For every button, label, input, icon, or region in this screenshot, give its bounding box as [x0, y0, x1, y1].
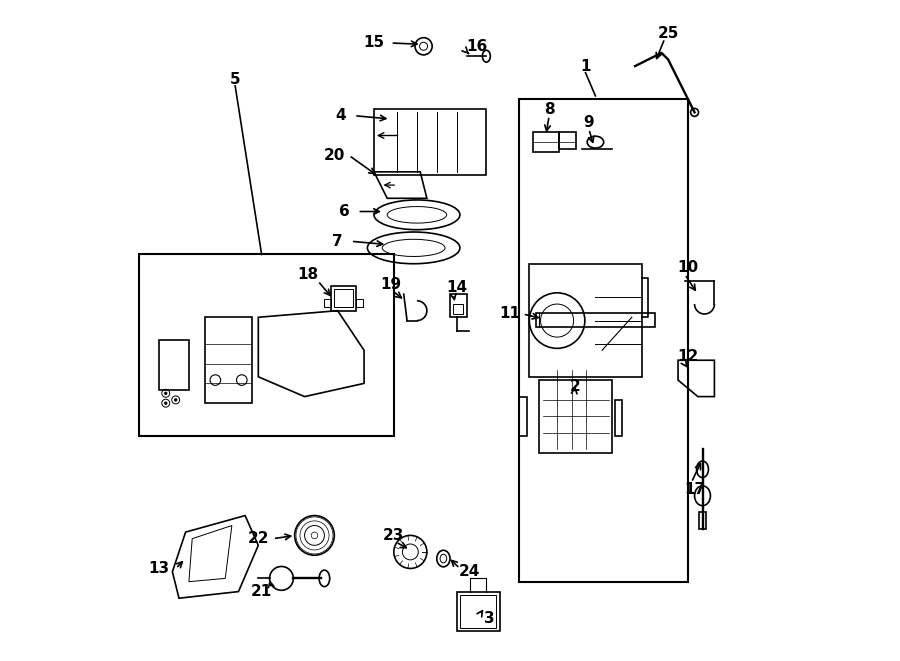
Text: 5: 5: [230, 72, 240, 87]
Bar: [324, 299, 331, 307]
Text: 22: 22: [248, 531, 269, 546]
Bar: [159, 340, 189, 390]
Text: 7: 7: [332, 234, 343, 249]
Text: 14: 14: [446, 280, 467, 295]
Text: 6: 6: [339, 204, 349, 219]
Circle shape: [175, 399, 177, 401]
Bar: [205, 317, 252, 403]
Bar: [529, 264, 642, 377]
Bar: [536, 313, 655, 327]
Text: 1: 1: [580, 59, 590, 73]
Bar: [519, 99, 688, 582]
Text: 9: 9: [583, 115, 594, 130]
Bar: [519, 397, 527, 436]
Text: 18: 18: [297, 267, 319, 282]
Bar: [559, 132, 576, 149]
Text: 21: 21: [251, 584, 272, 599]
Text: 15: 15: [364, 36, 384, 50]
Text: 20: 20: [324, 148, 345, 163]
Text: 4: 4: [336, 108, 346, 123]
Bar: [454, 304, 464, 314]
Text: 10: 10: [678, 260, 698, 275]
Text: 16: 16: [466, 39, 487, 54]
Text: 25: 25: [657, 26, 679, 40]
Bar: [140, 254, 394, 436]
Bar: [356, 299, 363, 307]
Circle shape: [165, 392, 167, 395]
Text: 3: 3: [484, 611, 495, 625]
Bar: [456, 592, 500, 631]
Text: 17: 17: [684, 482, 705, 496]
Circle shape: [165, 402, 167, 405]
Bar: [331, 286, 356, 311]
Bar: [698, 512, 706, 529]
Text: 12: 12: [678, 350, 698, 364]
Bar: [460, 595, 496, 628]
Text: 2: 2: [571, 379, 581, 394]
Bar: [533, 132, 559, 152]
Bar: [334, 289, 353, 307]
Bar: [616, 400, 622, 436]
Text: 11: 11: [499, 307, 520, 321]
Text: 23: 23: [383, 528, 404, 543]
Bar: [450, 294, 466, 317]
Text: 19: 19: [380, 277, 401, 292]
Text: 13: 13: [148, 561, 170, 576]
Text: 8: 8: [544, 102, 554, 116]
Text: 24: 24: [459, 564, 481, 579]
